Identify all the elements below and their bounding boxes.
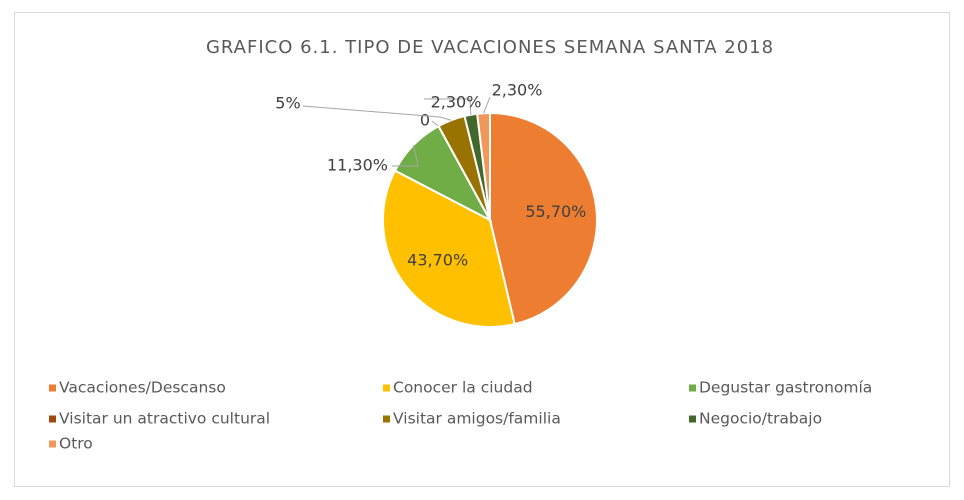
pie-slice (382, 169, 516, 328)
legend-label: Visitar un atractivo cultural (59, 410, 270, 428)
leader-line (483, 96, 491, 114)
data-label: 11,30% (327, 156, 388, 175)
legend-swatch (383, 415, 390, 423)
data-label: 0 (420, 111, 430, 130)
legend-label: Vacaciones/Descanso (59, 379, 226, 397)
data-label: 43,70% (407, 250, 468, 269)
legend-label: Negocio/trabajo (699, 410, 822, 428)
legend-swatch (383, 384, 390, 392)
legend-swatch (49, 440, 56, 448)
data-label: 55,70% (525, 202, 586, 221)
leader-line (302, 105, 452, 121)
legend-swatch (689, 384, 696, 392)
legend-swatch (49, 384, 56, 392)
data-label: 5% (275, 94, 300, 113)
leader-line (392, 145, 419, 167)
chart-title: GRAFICO 6.1. TIPO DE VACACIONES SEMANA S… (206, 37, 774, 58)
legend-label: Visitar amigos/familia (393, 410, 561, 428)
legend-label: Otro (59, 435, 93, 453)
data-label: 2,30% (492, 81, 543, 100)
pie-slice (489, 111, 598, 326)
legend-swatch (689, 415, 696, 423)
legend-label: Conocer la ciudad (393, 379, 533, 397)
legend-swatch (49, 415, 56, 423)
legend-label: Degustar gastronomía (699, 379, 872, 397)
leader-line (424, 98, 472, 115)
data-label: 2,30% (431, 93, 482, 112)
leader-line (431, 120, 439, 127)
